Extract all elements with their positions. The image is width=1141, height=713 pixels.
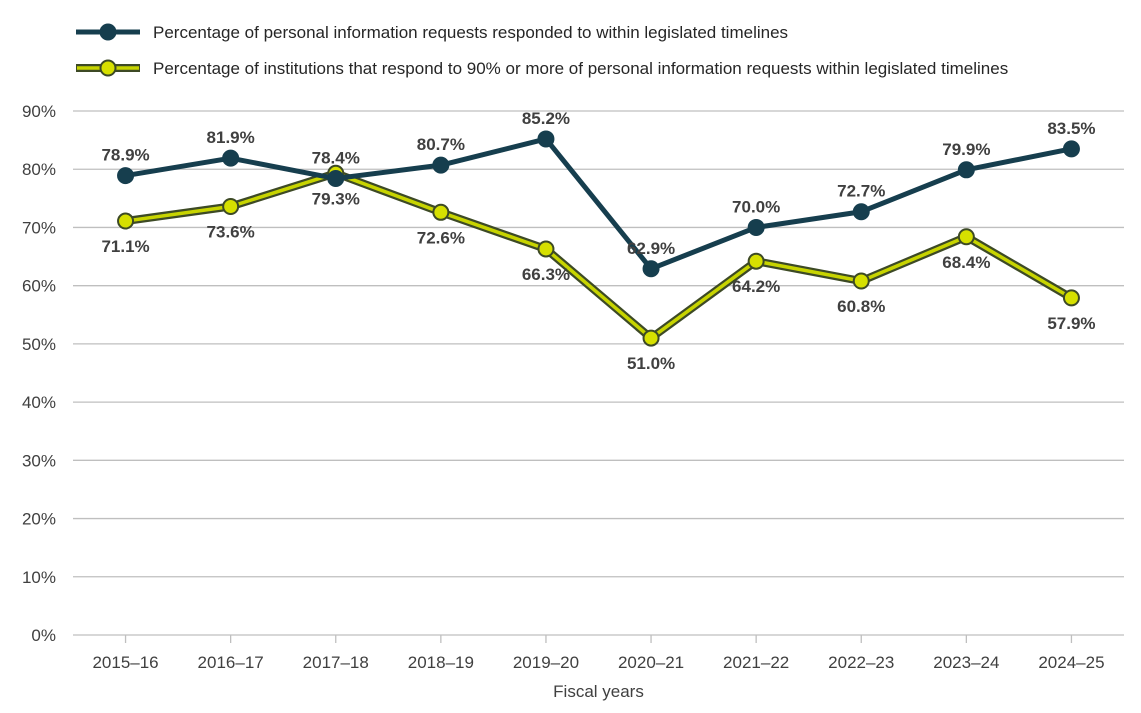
x-tick-label: 2022–23	[828, 653, 894, 672]
series-2-data-label: 60.8%	[837, 297, 885, 316]
x-tick-label: 2021–22	[723, 653, 789, 672]
series-line-2	[125, 171, 1073, 340]
series-2-data-label: 57.9%	[1047, 314, 1095, 333]
series-2-point	[957, 228, 975, 246]
series-1-point	[1062, 140, 1080, 158]
series-1-data-label: 85.2%	[522, 109, 570, 128]
series-1-point	[537, 130, 555, 148]
x-tick-label: 2024–25	[1038, 653, 1104, 672]
x-tick-label: 2020–21	[618, 653, 684, 672]
y-tick-label: 60%	[22, 277, 56, 296]
series-2-point	[642, 329, 660, 347]
y-tick-label: 70%	[22, 218, 56, 237]
x-tick-label: 2019–20	[513, 653, 579, 672]
series-1-point	[852, 203, 870, 221]
y-tick-label: 80%	[22, 160, 56, 179]
series-1-point	[957, 161, 975, 179]
y-tick-label: 0%	[31, 626, 56, 645]
legend-label-1: Percentage of personal information reque…	[153, 23, 788, 42]
series-1-point	[327, 170, 345, 188]
series-2-data-label: 79.3%	[312, 189, 360, 208]
series-1-point	[117, 167, 135, 185]
series-1-data-label: 79.9%	[942, 140, 990, 159]
y-tick-label: 40%	[22, 393, 56, 412]
series-line-outline-2	[125, 169, 1074, 343]
series-1-data-label: 72.7%	[837, 182, 885, 201]
series-2-data-label: 73.6%	[207, 222, 255, 241]
series-2-point	[117, 212, 135, 230]
y-tick-label: 10%	[22, 568, 56, 587]
x-tick-label: 2015–16	[92, 653, 158, 672]
series-2-data-label: 68.4%	[942, 253, 990, 272]
y-axis: 0% 10% 20% 30% 40% 50% 60% 70% 80% 90%	[22, 102, 56, 645]
legend: Percentage of personal information reque…	[76, 23, 1008, 78]
series-1-data-label: 83.5%	[1047, 119, 1095, 138]
legend-marker-1	[99, 23, 117, 41]
y-tick-label: 90%	[22, 102, 56, 121]
series-2-data-label: 51.0%	[627, 354, 675, 373]
y-tick-label: 30%	[22, 451, 56, 470]
data-labels: 78.9% 81.9% 78.4% 80.7% 85.2% 62.9% 70.0% 72.7%…	[101, 109, 1095, 373]
series-line-1	[125, 136, 1072, 272]
series-2-data-label: 72.6%	[417, 228, 465, 247]
x-axis-title: Fiscal years	[553, 682, 644, 701]
series-2-point	[537, 240, 555, 258]
series-2-point	[1062, 289, 1080, 307]
gridlines	[73, 110, 1124, 636]
y-tick-label: 20%	[22, 510, 56, 529]
x-tick-label: 2023–24	[933, 653, 999, 672]
x-tick-label: 2018–19	[408, 653, 474, 672]
series-2-point	[222, 197, 240, 215]
series-group	[117, 130, 1080, 347]
series-2-point	[852, 272, 870, 290]
legend-marker-2	[99, 59, 117, 77]
series-1-data-label: 70.0%	[732, 197, 780, 216]
series-1-point	[642, 260, 660, 278]
series-1-data-label: 78.4%	[312, 149, 360, 168]
series-1-data-label: 80.7%	[417, 135, 465, 154]
series-2-point	[747, 252, 765, 270]
series-2-data-label: 71.1%	[101, 237, 149, 256]
series-1-data-label: 62.9%	[627, 239, 675, 258]
x-tick-label: 2016–17	[198, 653, 264, 672]
series-1-point	[432, 156, 450, 174]
series-2-data-label: 66.3%	[522, 265, 570, 284]
series-2-data-label: 64.2%	[732, 277, 780, 296]
series-1-data-label: 81.9%	[207, 128, 255, 147]
series-1-point	[747, 218, 765, 236]
series-1-data-label: 78.9%	[101, 146, 149, 165]
series-2-point	[432, 203, 450, 221]
x-axis: 2015–16 2016–17 2017–18 2018–19 2019–20 2020–…	[92, 635, 1105, 672]
x-tick-label: 2017–18	[303, 653, 369, 672]
series-1-point	[222, 149, 240, 167]
y-tick-label: 50%	[22, 335, 56, 354]
legend-label-2: Percentage of institutions that respond …	[153, 59, 1008, 78]
